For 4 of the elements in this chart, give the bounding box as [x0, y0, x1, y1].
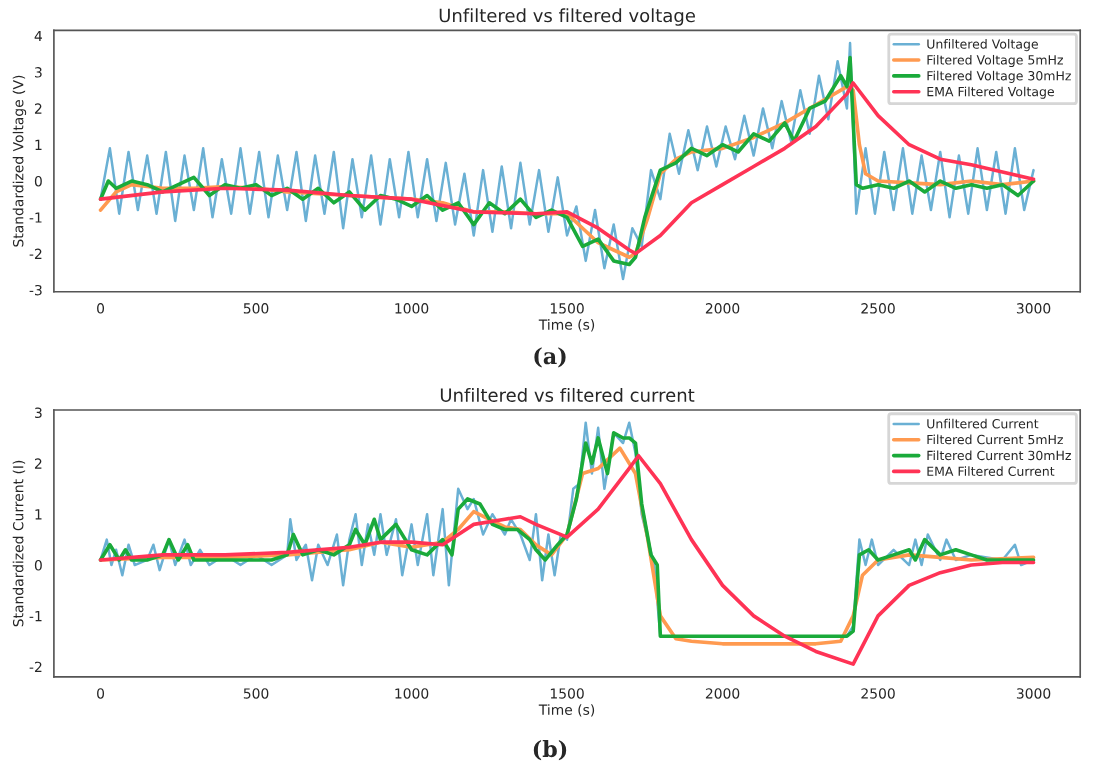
chart-title: Unfiltered vs filtered voltage	[439, 8, 695, 26]
chart-title: Unfiltered vs filtered current	[440, 387, 695, 402]
text: (a)	[534, 347, 566, 368]
text: (b)	[533, 740, 567, 761]
